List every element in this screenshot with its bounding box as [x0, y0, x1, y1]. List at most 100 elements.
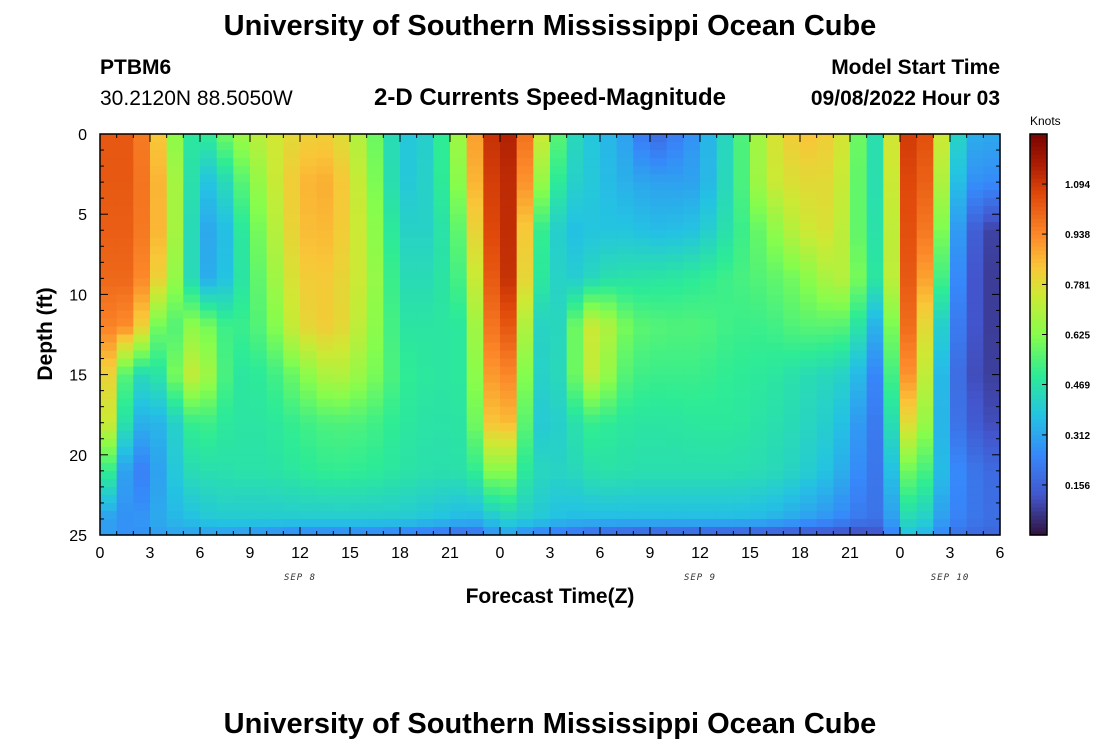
- heatmap-cell: [966, 278, 984, 287]
- heatmap-cell: [883, 462, 901, 472]
- heatmap-cell: [366, 486, 384, 496]
- heatmap-cell: [733, 142, 751, 151]
- heatmap-cell: [766, 134, 784, 143]
- heatmap-cell: [916, 294, 934, 304]
- heatmap-cell: [183, 398, 201, 408]
- heatmap-cell: [616, 414, 634, 424]
- x-tick-label: 9: [646, 545, 655, 562]
- heatmap-cell: [733, 454, 751, 464]
- heatmap-cell: [483, 486, 501, 496]
- heatmap-cell: [950, 526, 968, 536]
- heatmap-cell: [516, 358, 534, 368]
- heatmap-cell: [766, 462, 784, 472]
- heatmap-cell: [200, 414, 218, 424]
- heatmap-cell: [866, 198, 884, 207]
- heatmap-cell: [183, 286, 201, 295]
- heatmap-cell: [800, 174, 818, 183]
- heatmap-cell: [300, 302, 318, 312]
- heatmap-cell: [433, 382, 451, 392]
- heatmap-cell: [816, 398, 834, 408]
- heatmap-cell: [800, 278, 818, 287]
- heatmap-cell: [316, 510, 334, 520]
- model-start-value: 09/08/2022 Hour 03: [810, 87, 1000, 110]
- heatmap-cell: [500, 198, 518, 207]
- heatmap-cell: [300, 262, 318, 271]
- heatmap-cell: [566, 246, 584, 255]
- heatmap-cell: [183, 390, 201, 400]
- heatmap-cell: [716, 486, 734, 496]
- heatmap-cell: [583, 446, 601, 456]
- heatmap-cell: [516, 494, 534, 504]
- heatmap-cell: [400, 214, 418, 223]
- heatmap-cell: [850, 390, 868, 400]
- heatmap-cell: [966, 398, 984, 408]
- heatmap-cell: [883, 318, 901, 328]
- heatmap-cell: [100, 270, 118, 279]
- heatmap-cell: [683, 318, 701, 328]
- heatmap-cell: [333, 526, 351, 536]
- heatmap-cell: [400, 190, 418, 199]
- heatmap-cell: [550, 454, 568, 464]
- heatmap-cell: [766, 358, 784, 368]
- heatmap-cell: [283, 190, 301, 199]
- heatmap-cell: [616, 326, 634, 336]
- heatmap-cell: [500, 158, 518, 167]
- heatmap-cell: [883, 366, 901, 376]
- heatmap-cell: [750, 278, 768, 287]
- heatmap-cell: [150, 230, 168, 239]
- heatmap-cell: [883, 294, 901, 304]
- heatmap-cell: [366, 430, 384, 440]
- heatmap-cell: [416, 462, 434, 472]
- heatmap-cell: [583, 350, 601, 360]
- heatmap-cell: [366, 526, 384, 536]
- heatmap-cell: [650, 446, 668, 456]
- heatmap-cell: [150, 278, 168, 287]
- heatmap-cell: [100, 350, 118, 360]
- heatmap-cell: [616, 254, 634, 263]
- heatmap-cell: [266, 270, 284, 279]
- heatmap-cell: [866, 462, 884, 472]
- heatmap-cell: [216, 158, 234, 167]
- heatmap-cell: [216, 326, 234, 336]
- heatmap-cell: [833, 342, 851, 352]
- colorbar-segment: [1030, 482, 1047, 488]
- heatmap-cell: [616, 446, 634, 456]
- heatmap-cell: [750, 294, 768, 304]
- heatmap-cell: [116, 478, 134, 488]
- heatmap-cell: [166, 350, 184, 360]
- heatmap-cell: [900, 518, 918, 528]
- heatmap-cell: [600, 494, 618, 504]
- heatmap-cell: [816, 238, 834, 247]
- heatmap-cell: [350, 142, 368, 151]
- heatmap-cell: [633, 414, 651, 424]
- heatmap-cell: [483, 278, 501, 287]
- heatmap-cell: [933, 350, 951, 360]
- heatmap-cell: [800, 166, 818, 175]
- heatmap-cell: [183, 374, 201, 384]
- heatmap-cell: [933, 422, 951, 432]
- heatmap-cell: [550, 486, 568, 496]
- heatmap-cell: [283, 390, 301, 400]
- heatmap-cell: [966, 358, 984, 368]
- heatmap-cell: [350, 398, 368, 408]
- heatmap-cell: [783, 230, 801, 239]
- heatmap-cell: [400, 358, 418, 368]
- heatmap-cell: [966, 430, 984, 440]
- heatmap-cell: [200, 182, 218, 191]
- heatmap-cell: [683, 254, 701, 263]
- heatmap-cell: [316, 438, 334, 448]
- heatmap-cell: [233, 334, 251, 344]
- heatmap-cell: [216, 414, 234, 424]
- heatmap-cell: [133, 214, 151, 223]
- heatmap-cell: [200, 350, 218, 360]
- heatmap-cell: [183, 478, 201, 488]
- heatmap-cell: [966, 262, 984, 271]
- heatmap-cell: [600, 454, 618, 464]
- heatmap-cell: [116, 502, 134, 512]
- heatmap-cell: [666, 398, 684, 408]
- heatmap-cell: [683, 150, 701, 159]
- heatmap-cell: [766, 326, 784, 336]
- heatmap-cell: [716, 310, 734, 320]
- heatmap-cell: [616, 406, 634, 416]
- heatmap-cell: [516, 502, 534, 512]
